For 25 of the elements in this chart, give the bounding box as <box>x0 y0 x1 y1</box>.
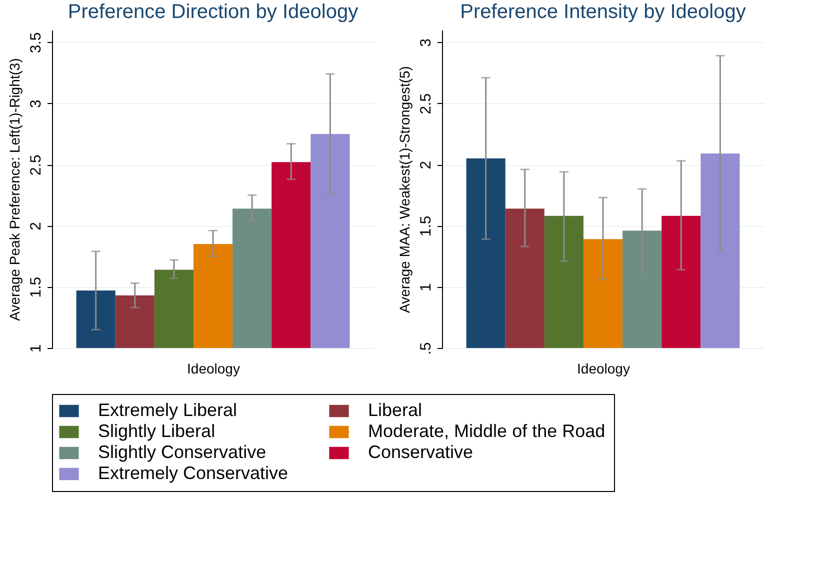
chart-title: Preference Intensity by Ideology <box>460 1 746 23</box>
legend-label: Extremely Conservative <box>98 463 288 483</box>
y-axis-title: Average MAA: Weakest(1)-Strongest(5) <box>396 66 412 313</box>
y-tick-label: 1.5 <box>28 276 44 298</box>
legend-label: Slightly Conservative <box>98 442 266 462</box>
y-tick-label: .5 <box>418 342 434 355</box>
y-tick-label: 1.5 <box>418 216 434 237</box>
legend-label: Slightly Liberal <box>98 421 216 441</box>
y-axis-title: Average Peak Preference: Left(1)-Right(3) <box>6 58 22 321</box>
x-axis-title: Ideology <box>577 360 630 376</box>
legend-label: Extremely Liberal <box>98 400 238 420</box>
y-tick-label: 2.5 <box>28 154 44 176</box>
y-tick-label: 3 <box>28 100 44 108</box>
chart-title: Preference Direction by Ideology <box>68 1 358 23</box>
y-tick-label: 2.5 <box>418 93 434 114</box>
legend-label: Moderate, Middle of the Road <box>368 421 606 441</box>
y-tick-label: 2 <box>28 222 44 230</box>
x-axis-title: Ideology <box>187 360 240 376</box>
y-tick-label: 1 <box>418 283 434 292</box>
y-tick-label: 3.5 <box>28 32 44 54</box>
legend-label: Liberal <box>368 400 422 420</box>
y-tick-label: 1 <box>28 344 44 353</box>
legend-label: Conservative <box>368 442 474 462</box>
y-tick-label: 3 <box>418 38 434 47</box>
y-tick-label: 2 <box>418 160 434 170</box>
